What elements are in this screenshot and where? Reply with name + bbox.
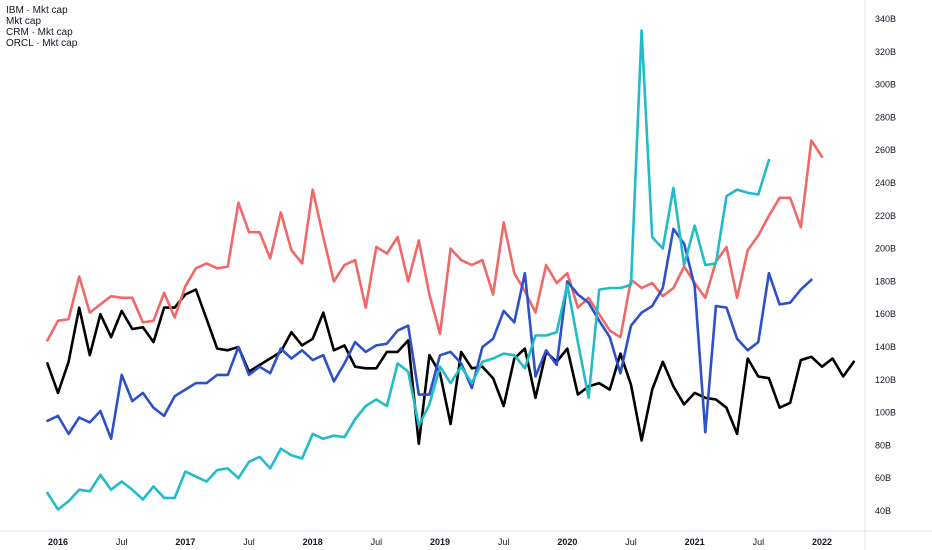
legend-entry-crm: CRM · Mkt cap [6, 27, 73, 38]
y-tick-label: 200B [875, 244, 896, 254]
legend-entry-mkt-cap: Mkt cap [6, 16, 42, 27]
y-tick-label: 80B [875, 440, 891, 450]
y-tick-label: 60B [875, 473, 891, 483]
legend-entry-ibm: IBM · Mkt cap [6, 5, 68, 16]
y-tick-label: 160B [875, 309, 896, 319]
x-tick-label: 2019 [430, 537, 450, 547]
y-tick-label: 180B [875, 276, 896, 286]
y-tick-label: 140B [875, 342, 896, 352]
x-tick-label: 2020 [557, 537, 577, 547]
legend: IBM · Mkt cap Mkt cap CRM · Mkt cap ORCL… [6, 5, 77, 49]
y-tick-label: 320B [875, 47, 896, 57]
y-tick-label: 280B [875, 112, 896, 122]
y-tick-label: 40B [875, 506, 891, 516]
series-line-orcl-0 [46, 288, 856, 446]
y-tick-label: 100B [875, 408, 896, 418]
series-line-crm-3 [46, 29, 771, 511]
x-tick-label: Jul [625, 537, 637, 547]
y-tick-label: 300B [875, 80, 896, 90]
x-tick-label: 2018 [303, 537, 323, 547]
x-tick-label: 2016 [48, 537, 68, 547]
x-tick-label: Jul [498, 537, 510, 547]
x-tick-label: 2022 [812, 537, 832, 547]
y-tick-label: 240B [875, 178, 896, 188]
x-tick-label: Jul [116, 537, 128, 547]
x-tick-label: 2017 [175, 537, 195, 547]
y-tick-label: 340B [875, 14, 896, 24]
y-tick-label: 220B [875, 211, 896, 221]
x-tick-label: Jul [371, 537, 383, 547]
x-tick-label: 2021 [685, 537, 705, 547]
x-tick-label: Jul [753, 537, 765, 547]
legend-entry-orcl: ORCL · Mkt cap [6, 38, 78, 49]
y-tick-label: 260B [875, 145, 896, 155]
x-tick-label: Jul [243, 537, 255, 547]
y-tick-label: 120B [875, 375, 896, 385]
series-line-ibm-2 [46, 227, 813, 441]
